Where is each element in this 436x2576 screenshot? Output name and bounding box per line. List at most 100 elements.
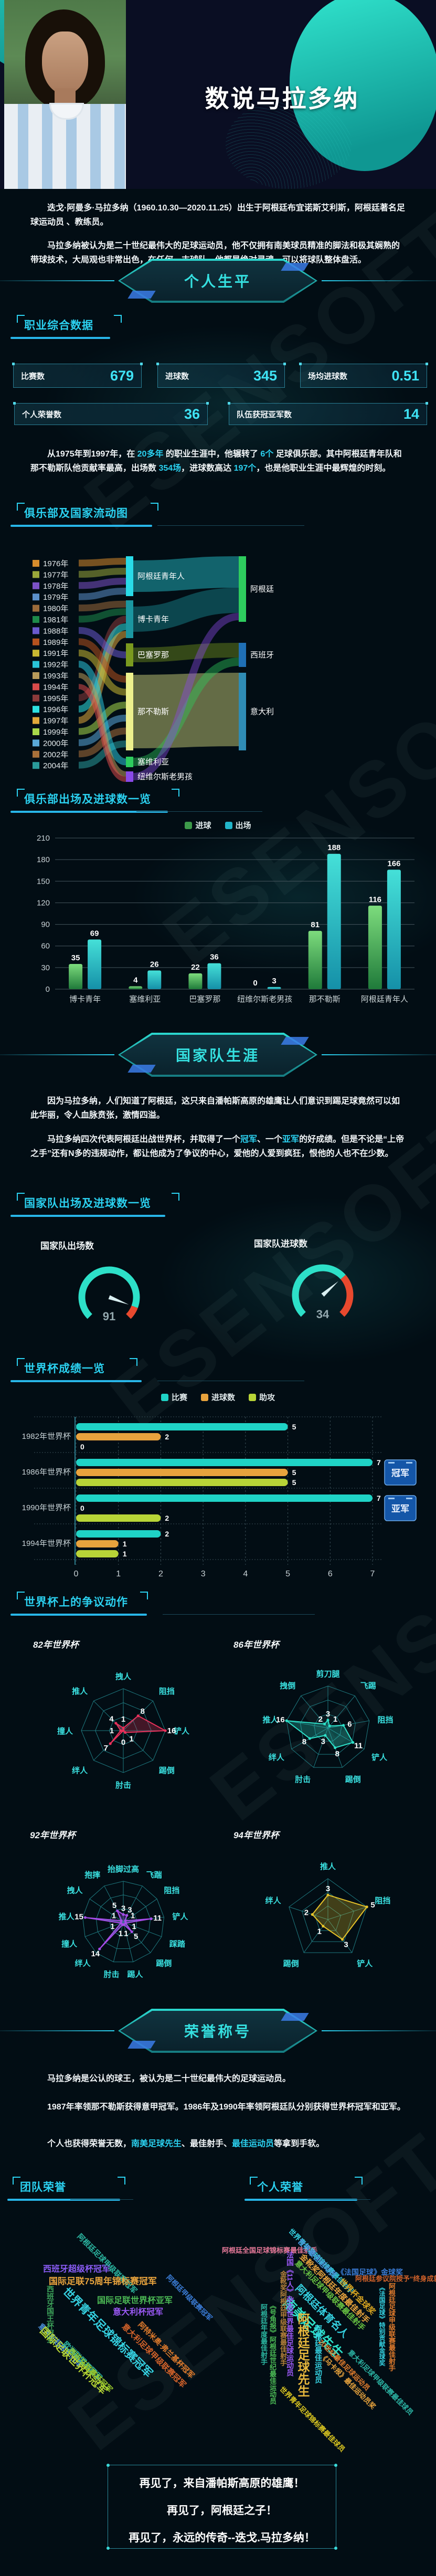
svg-text:166: 166 <box>387 859 400 868</box>
svg-text:撞人: 撞人 <box>61 1939 78 1948</box>
deco-glow <box>131 819 436 976</box>
svg-text:5: 5 <box>370 1901 375 1910</box>
svg-text:94年世界杯: 94年世界杯 <box>233 1830 281 1840</box>
svg-text:绊人: 绊人 <box>265 1896 282 1905</box>
farewell-line-3: 再见了，永远的传奇--迭戈.马拉多纳！ <box>129 2532 315 2544</box>
svg-text:2002年: 2002年 <box>43 750 68 759</box>
deco-ellipse-big <box>290 0 436 171</box>
svg-text:阿根廷: 阿根廷 <box>250 585 274 594</box>
svg-text:7: 7 <box>377 1458 381 1467</box>
svg-text:1: 1 <box>121 1715 125 1724</box>
svg-text:1: 1 <box>116 1570 121 1577</box>
svg-text:1982年世界杯: 1982年世界杯 <box>22 1432 71 1441</box>
svg-text:82年世界杯: 82年世界杯 <box>33 1640 80 1650</box>
svg-text:60: 60 <box>41 942 50 951</box>
section-underline <box>10 525 152 527</box>
svg-text:3: 3 <box>326 1710 330 1719</box>
svg-text:210: 210 <box>37 834 50 843</box>
svg-text:飞踹: 飞踹 <box>146 1870 162 1880</box>
svg-text:意大利: 意大利 <box>250 707 274 716</box>
section-club-chart: 俱乐部出场及进球数一览 <box>17 789 179 809</box>
wordcloud-item: 意大利杯冠军 <box>113 2308 164 2317</box>
svg-text:0: 0 <box>253 979 257 988</box>
legend-appearances: 出场 <box>225 820 251 831</box>
svg-text:1992年: 1992年 <box>43 661 68 670</box>
svg-text:踢倒: 踢倒 <box>156 1958 172 1968</box>
svg-text:2: 2 <box>165 1530 169 1538</box>
svg-text:那不勒斯: 那不勒斯 <box>309 995 341 1004</box>
section-underline <box>7 2199 120 2201</box>
svg-text:16: 16 <box>167 1726 176 1735</box>
svg-text:2004年: 2004年 <box>43 761 68 770</box>
svg-text:7: 7 <box>377 1494 381 1502</box>
page-header: 数说马拉多纳 <box>0 0 436 189</box>
svg-text:1981年: 1981年 <box>43 616 68 624</box>
svg-text:120: 120 <box>37 898 50 907</box>
stat-card-matches: 比赛数 679 <box>12 363 143 388</box>
worldcup-bar-chart: 0 1 2 3 4 5 6 7 1982年世界杯 5 2 0 1986年世界杯 7 5 5 1990年世界杯 7 0… <box>0 1404 436 1578</box>
svg-text:5: 5 <box>292 1478 296 1487</box>
svg-text:1: 1 <box>112 1912 116 1921</box>
svg-text:1991年: 1991年 <box>43 649 68 658</box>
svg-text:0: 0 <box>74 1570 79 1577</box>
svg-text:8: 8 <box>302 1737 306 1746</box>
svg-text:拽人: 拽人 <box>67 1886 83 1895</box>
svg-text:14: 14 <box>91 1949 100 1958</box>
wordcloud-item: 《马卡报》最佳运动员奖 <box>318 2352 378 2411</box>
national-paragraph-1: 因为马拉多纳，人们知道了阿根廷，这只来自潘帕斯高原的雄鹰让人们意识到踢足球竟然可… <box>30 1097 400 1120</box>
svg-text:1980年: 1980年 <box>43 605 68 613</box>
wordcloud-item: 阿根廷参议院授予“终身成就奖” <box>355 2275 436 2283</box>
svg-text:180: 180 <box>37 855 50 864</box>
svg-text:国家队出场数: 国家队出场数 <box>40 1241 94 1251</box>
svg-text:7: 7 <box>370 1570 375 1577</box>
svg-text:0: 0 <box>80 1504 84 1512</box>
personal-honors-wordcloud: 阿根廷全国足球锦标赛最佳射手 世界青年足球锦标赛最佳射手 世界最佳运动员 金靴奖阿根廷… <box>218 2225 436 2461</box>
svg-text:150: 150 <box>37 877 50 886</box>
wordcloud-item: 金靴奖阿根廷甲级联赛最佳射手 <box>279 2271 287 2366</box>
section-personal-honors: 个人荣誉 <box>250 2177 363 2197</box>
section-underline <box>10 337 110 339</box>
section-national-chart: 国家队出场及进球数一览 <box>17 1193 179 1213</box>
section-career-stats: 职业综合数据 <box>17 315 122 335</box>
svg-text:1: 1 <box>110 1922 114 1931</box>
svg-text:铲人: 铲人 <box>172 1912 188 1922</box>
svg-text:2000年: 2000年 <box>43 739 68 748</box>
svg-text:1994年: 1994年 <box>43 683 68 692</box>
career-paragraph: 从1975年到1997年，在 20多年 的职业生涯中，他辗转了 6个 足球俱乐部… <box>30 450 402 473</box>
svg-text:亚军: 亚军 <box>391 1504 409 1514</box>
wordcloud-item: 阿根廷最佳运动员 <box>314 2325 323 2383</box>
section-underline <box>10 1380 142 1382</box>
intro-paragraph-1: 迭戈·阿曼多·马拉多纳（1960.10.30—2020.11.25）出生于阿根廷… <box>30 204 405 227</box>
svg-text:4: 4 <box>243 1570 248 1577</box>
banner-honors: 荣誉称号 <box>0 2009 436 2053</box>
svg-text:1978年: 1978年 <box>43 582 68 591</box>
legend-assists: 助攻 <box>249 1392 275 1403</box>
svg-text:1995年: 1995年 <box>43 694 68 703</box>
svg-text:1: 1 <box>129 1735 133 1744</box>
svg-text:铲人: 铲人 <box>357 1959 373 1968</box>
svg-text:3: 3 <box>272 977 276 985</box>
svg-text:阻挡: 阻挡 <box>378 1715 394 1724</box>
svg-text:22: 22 <box>191 963 200 972</box>
farewell-line-1: 再见了，来自潘帕斯高原的雄鹰！ <box>139 2477 305 2489</box>
svg-text:2: 2 <box>165 1514 169 1522</box>
farewell-box: 再见了，来自潘帕斯高原的雄鹰！ 再见了，阿根廷之子！ 再见了，永远的传奇--迭戈… <box>107 2464 337 2550</box>
svg-text:推人: 推人 <box>320 1862 336 1871</box>
sankey-club-country-chart: 1976年 1977年 1978年 1979年 1980年 1981年 1988年 1989年… <box>0 546 436 787</box>
svg-text:纽维尔斯老男孩: 纽维尔斯老男孩 <box>237 995 292 1004</box>
section-underline <box>10 811 168 813</box>
svg-text:86年世界杯: 86年世界杯 <box>233 1640 281 1650</box>
svg-text:踢人: 踢人 <box>127 1970 143 1979</box>
wordcloud-item: 西班牙超级杯冠军 <box>43 2265 111 2274</box>
svg-text:拽倒: 拽倒 <box>280 1681 295 1690</box>
svg-text:肘击: 肘击 <box>295 1775 311 1784</box>
svg-text:2: 2 <box>158 1570 163 1577</box>
svg-text:绊人: 绊人 <box>75 1958 91 1968</box>
stat-card-goals: 进球数 345 <box>156 363 286 388</box>
section-underline <box>10 1215 165 1217</box>
svg-text:推人: 推人 <box>262 1715 279 1724</box>
svg-text:肘击: 肘击 <box>103 1969 119 1979</box>
svg-text:1: 1 <box>110 1726 114 1735</box>
svg-text:巴塞罗那: 巴塞罗那 <box>189 994 220 1004</box>
club-chart-legend: 进球 出场 <box>0 820 436 831</box>
